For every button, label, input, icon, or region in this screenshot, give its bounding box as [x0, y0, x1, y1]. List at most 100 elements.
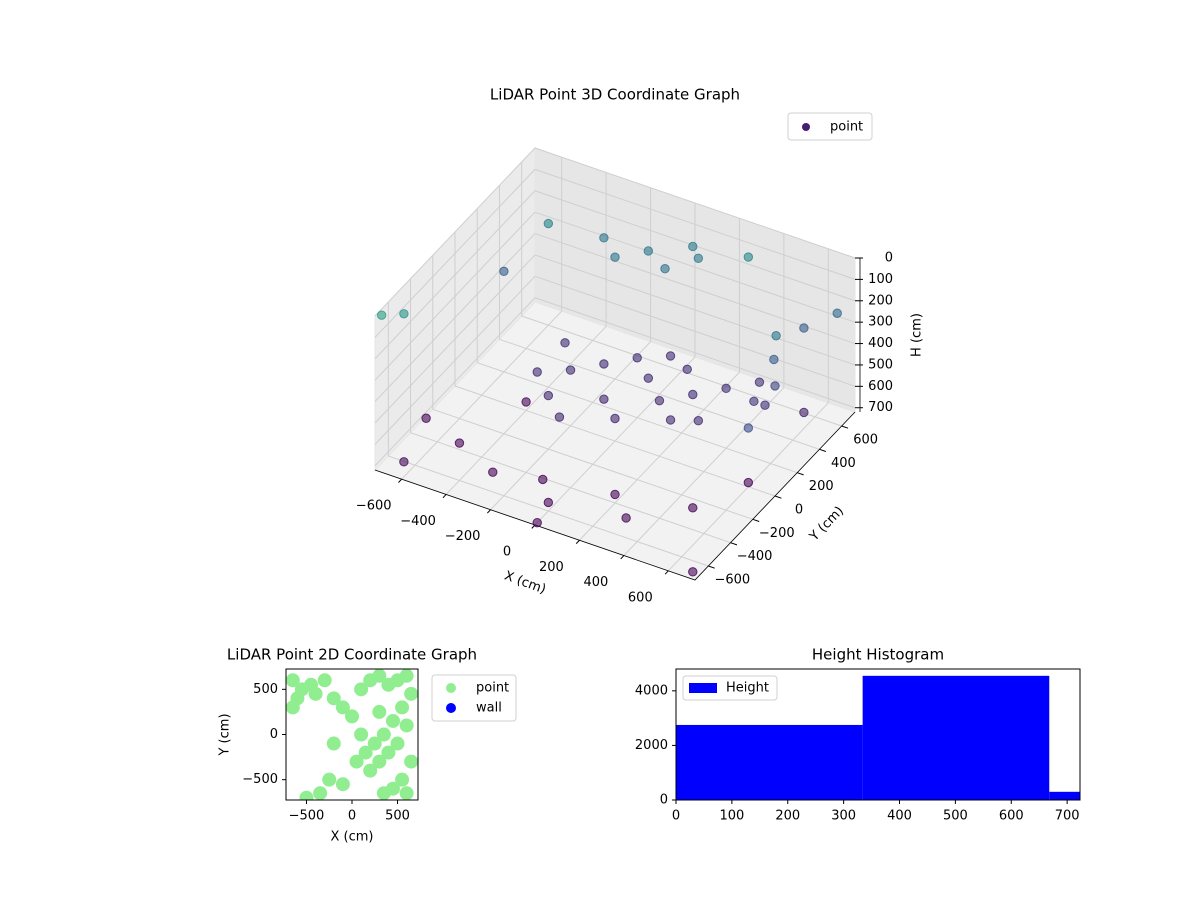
y-tick-label: 2000	[635, 738, 668, 753]
y-tick-label: 500	[253, 682, 278, 697]
legend-label: point	[476, 681, 509, 696]
legend-marker	[689, 683, 717, 693]
y-tick-label: 0	[270, 727, 278, 742]
point	[688, 241, 698, 252]
point	[760, 400, 770, 410]
x-tick	[664, 570, 669, 575]
point	[543, 218, 554, 229]
point	[688, 567, 698, 577]
point	[372, 754, 387, 769]
point	[799, 323, 809, 333]
point	[532, 367, 542, 377]
point	[385, 713, 400, 728]
point	[599, 359, 609, 369]
grid-line	[534, 254, 856, 366]
point	[688, 389, 698, 400]
point	[688, 503, 698, 513]
point	[421, 413, 431, 423]
point	[621, 513, 631, 523]
point	[404, 686, 418, 701]
x-tick	[620, 555, 625, 560]
x-tick-label: 200	[775, 809, 800, 824]
point	[660, 264, 670, 274]
legend-marker	[446, 703, 456, 713]
point	[643, 373, 654, 383]
point	[376, 310, 387, 320]
x-tick-label: −500	[289, 809, 325, 824]
y-tick-label: 400	[831, 456, 856, 471]
bar	[862, 675, 1050, 800]
grid-line	[534, 275, 856, 387]
point	[499, 266, 509, 277]
grid-line	[374, 190, 536, 360]
point	[363, 763, 378, 778]
point	[395, 772, 410, 787]
point	[372, 669, 387, 683]
grid-line	[534, 147, 856, 259]
point	[454, 438, 465, 448]
y-axis-label: Y (cm)	[806, 504, 847, 545]
bar	[1049, 791, 1080, 800]
point	[565, 365, 576, 375]
y-tick-label: −400	[737, 549, 773, 564]
x-axis-label: X (cm)	[331, 830, 374, 845]
y-tick-label: 0	[795, 503, 803, 518]
point	[610, 489, 620, 500]
point	[399, 786, 414, 800]
bar	[676, 724, 863, 800]
point	[599, 233, 609, 243]
x-tick-label: −600	[356, 499, 392, 514]
plot-3d: −600−400−2000200400600−600−400−200020040…	[356, 86, 925, 606]
point	[560, 338, 570, 348]
x-tick-label: −400	[400, 514, 436, 529]
point	[299, 790, 314, 800]
grid-line	[521, 315, 842, 427]
grid-line	[534, 211, 856, 323]
point	[665, 415, 676, 425]
point	[286, 700, 300, 715]
point	[693, 416, 704, 426]
point	[771, 331, 781, 341]
grid-line	[534, 297, 856, 409]
x-tick-label: 500	[943, 809, 968, 824]
grid-line	[432, 408, 753, 520]
y-tick	[708, 565, 715, 569]
grid-line	[454, 385, 776, 497]
z-tick-label: 200	[868, 293, 893, 308]
point	[399, 457, 409, 467]
y-tick-label: 4000	[635, 683, 668, 698]
point	[643, 246, 654, 256]
y-tick-label: 0	[660, 793, 668, 808]
grid-line	[374, 254, 536, 424]
x-tick-label: 0	[672, 809, 680, 824]
y-axis-label: Y (cm)	[218, 713, 233, 756]
point	[599, 394, 609, 404]
y-tick-label: 600	[853, 433, 878, 448]
point	[769, 354, 779, 365]
y-tick	[730, 542, 738, 546]
points	[286, 669, 418, 800]
grid-line	[374, 297, 536, 467]
point	[335, 777, 350, 792]
x-tick-label: 300	[831, 809, 856, 824]
point	[743, 477, 754, 488]
z-tick-label: 400	[868, 336, 893, 351]
point	[521, 397, 531, 407]
legend-marker	[802, 123, 810, 131]
grid-line	[374, 233, 536, 402]
y-tick	[774, 495, 782, 499]
point	[354, 682, 369, 697]
z-axis-label: H (cm)	[910, 313, 925, 357]
point	[404, 754, 418, 769]
x-tick-label: 600	[628, 590, 653, 605]
chart-title: LiDAR Point 2D Coordinate Graph	[227, 646, 477, 664]
point	[554, 412, 565, 422]
point	[610, 413, 620, 424]
point	[390, 736, 405, 751]
x-tick-label: 400	[887, 809, 912, 824]
plot-2d: −500 0 500 −500 0 500 LiDAR Point 2D Coordinat…	[218, 646, 517, 845]
legend-marker	[446, 683, 456, 693]
point	[632, 353, 642, 363]
x-tick-label: 600	[999, 809, 1024, 824]
grid-line	[388, 455, 709, 567]
